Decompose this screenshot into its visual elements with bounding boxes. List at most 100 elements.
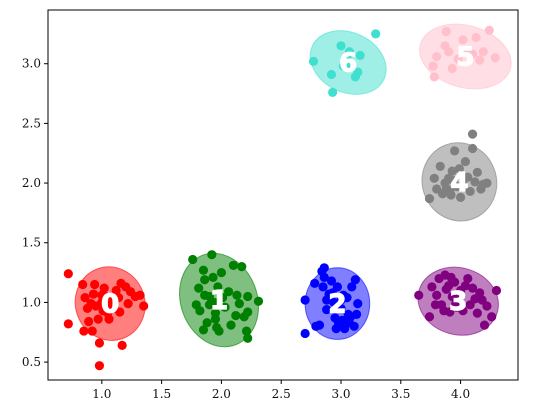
- cluster-3-point: [424, 312, 435, 322]
- cluster-0-point: [84, 316, 94, 327]
- cluster-1-label: 1: [210, 286, 228, 316]
- cluster-2-point: [347, 282, 357, 292]
- cluster-6-point: [326, 69, 337, 80]
- cluster-2-point: [349, 321, 359, 331]
- cluster-0-point: [93, 314, 103, 324]
- cluster-2-point: [300, 295, 310, 305]
- cluster-1-point: [226, 320, 236, 330]
- cluster-3-point: [491, 285, 502, 296]
- x-tick-label: 3.5: [391, 387, 410, 401]
- cluster-3-point: [445, 307, 455, 317]
- y-axis: 0.5 1.0 1.5 2.0 2.5 3.0: [22, 57, 48, 369]
- cluster-4-point: [445, 185, 455, 195]
- cluster-0-point: [111, 285, 121, 296]
- cluster-1-point: [213, 282, 223, 292]
- cluster-0-point: [117, 340, 127, 350]
- cluster-3-point: [451, 299, 461, 309]
- cluster-5-ellipse: [419, 23, 512, 90]
- y-tick-label: 1.0: [22, 295, 41, 309]
- cluster-2-point: [336, 303, 346, 313]
- y-tick-label: 1.5: [22, 236, 41, 250]
- cluster-3-point: [463, 273, 473, 284]
- cluster-0-point: [79, 326, 89, 336]
- cluster-4-point: [460, 156, 470, 167]
- cluster-5-point: [428, 61, 438, 71]
- cluster-5-point: [441, 26, 451, 37]
- cluster-6-point: [328, 87, 338, 97]
- cluster-2-label: 2: [328, 290, 346, 320]
- cluster-0-point: [135, 290, 145, 300]
- cluster-3-point: [482, 301, 492, 311]
- cluster-1-point: [234, 299, 244, 309]
- cluster-2-point: [350, 275, 360, 285]
- y-tick-label: 0.5: [22, 355, 41, 369]
- cluster-2-point: [353, 299, 363, 309]
- cluster-3-point: [432, 290, 442, 300]
- cluster-5-point: [458, 35, 468, 45]
- cluster-1-point: [200, 275, 210, 285]
- cluster-2-point: [351, 309, 362, 319]
- cluster-5-point: [490, 53, 500, 63]
- cluster-4-point: [463, 172, 473, 182]
- cluster-1-point: [223, 287, 234, 297]
- y-tick-label: 3.0: [22, 57, 41, 71]
- cluster-6-point: [338, 61, 348, 71]
- cluster-1-point: [216, 267, 227, 278]
- cluster-6-point: [308, 56, 319, 66]
- cluster-3-point: [479, 320, 490, 330]
- cluster-1-point: [208, 272, 218, 282]
- cluster-4-point: [465, 186, 475, 197]
- cluster-2-point: [337, 315, 347, 325]
- cluster-0-point: [78, 279, 88, 290]
- cluster-6-label: 6: [339, 49, 357, 79]
- cluster-2-point: [314, 320, 325, 330]
- cluster-6-point: [336, 41, 346, 51]
- cluster-4-point: [482, 178, 492, 188]
- cluster-2-point: [310, 278, 320, 288]
- cluster-1-point: [209, 297, 219, 308]
- cluster-0-point: [104, 314, 114, 324]
- cluster-0-point: [63, 269, 73, 279]
- cluster-1-point: [232, 290, 242, 300]
- cluster-5-point: [478, 47, 488, 57]
- cluster-points: [63, 25, 502, 371]
- x-tick-label: 1.0: [92, 387, 111, 401]
- x-tick-label: 2.0: [212, 387, 231, 401]
- cluster-2-point: [326, 276, 337, 286]
- cluster-3-point: [458, 306, 468, 316]
- cluster-6-point: [347, 60, 357, 70]
- x-tick-label: 3.0: [331, 387, 350, 401]
- cluster-0-label: 0: [101, 290, 119, 320]
- x-tick-label: 2.5: [272, 387, 291, 401]
- cluster-1-point: [198, 325, 209, 335]
- cluster-6-point: [344, 47, 354, 57]
- cluster-5-point: [447, 63, 457, 74]
- cluster-2-point: [319, 272, 329, 282]
- cluster-5-point: [429, 72, 439, 82]
- cluster-0-point: [63, 319, 73, 329]
- cluster-0-point: [88, 289, 99, 299]
- cluster-2-point: [332, 282, 343, 292]
- cluster-0-point: [97, 290, 107, 300]
- cluster-4-point: [435, 161, 445, 171]
- cluster-5-point: [475, 55, 485, 65]
- cluster-3-point: [472, 308, 482, 318]
- cluster-4-point: [455, 192, 466, 202]
- cluster-0-point: [113, 293, 124, 303]
- cluster-1-point: [210, 314, 221, 324]
- cluster-1-point: [214, 326, 224, 336]
- cluster-1-point: [188, 254, 198, 265]
- cluster-0-point: [139, 301, 149, 311]
- cluster-2-point: [318, 282, 328, 292]
- cluster-4-point: [424, 193, 435, 204]
- cluster-3-point: [467, 283, 478, 293]
- cluster-1-point: [202, 318, 212, 328]
- cluster-3-point: [475, 288, 485, 298]
- cluster-5-point: [432, 51, 442, 62]
- cluster-3-label: 3: [449, 287, 467, 317]
- cluster-1-point: [220, 302, 230, 312]
- cluster-3-point: [427, 282, 437, 292]
- cluster-1-point: [207, 250, 217, 260]
- cluster-1-point: [243, 307, 253, 317]
- cluster-4-label: 4: [450, 168, 468, 198]
